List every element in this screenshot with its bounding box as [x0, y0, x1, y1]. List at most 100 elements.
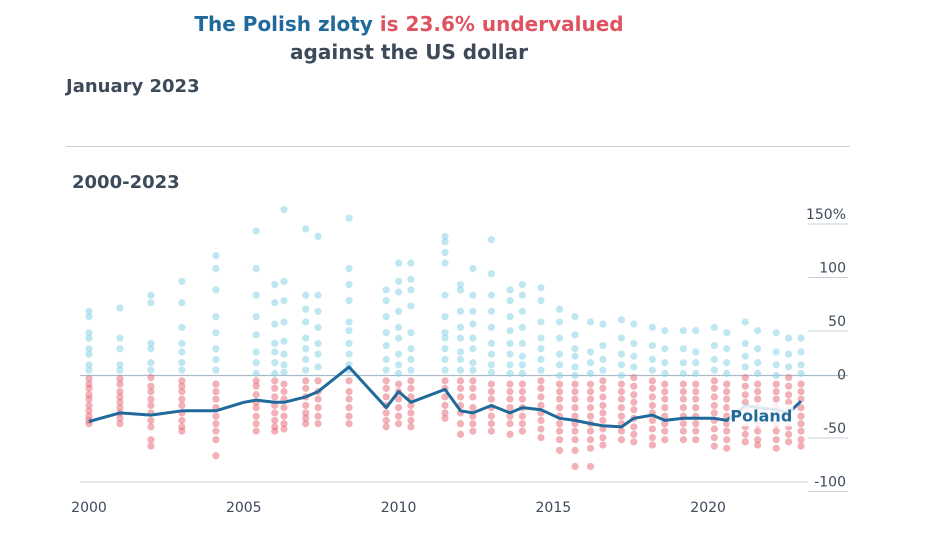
scatter-point — [679, 369, 687, 377]
scatter-point — [382, 377, 390, 385]
scatter-point — [345, 326, 353, 335]
scatter-point — [571, 331, 579, 339]
scatter-point — [506, 420, 514, 428]
scatter-point — [785, 374, 793, 382]
scatter-point — [555, 427, 564, 435]
scatter-point — [617, 412, 626, 420]
period-label: 2000-2023 — [72, 172, 180, 193]
scatter-point — [555, 446, 564, 454]
scatter-point — [518, 323, 526, 331]
scatter-point — [394, 395, 403, 403]
scatter-point — [456, 355, 465, 364]
scatter-point — [302, 414, 310, 422]
scatter-point — [456, 393, 465, 401]
scatter-point — [710, 393, 718, 401]
grid-layer: 150% 100 50 0 -50 -100 2000 2005 2010 2015 2020 — [71, 207, 848, 516]
scatter-point — [537, 345, 545, 353]
scatter-point — [518, 395, 526, 403]
scatter-point — [617, 387, 626, 396]
scatter-point — [571, 371, 579, 380]
scatter-point — [648, 323, 657, 331]
scatter-point — [599, 433, 607, 442]
scatter-point — [382, 313, 390, 321]
scatter-point — [280, 387, 288, 396]
scatter-point — [302, 305, 310, 313]
scatter-point — [599, 320, 607, 328]
scatter-point — [797, 412, 805, 420]
scatter-point — [407, 384, 415, 392]
scatter-point — [456, 348, 465, 356]
scatter-point — [586, 444, 595, 452]
scatter-point — [302, 334, 310, 342]
scatter-point — [441, 414, 449, 422]
scatter-point — [723, 345, 731, 353]
scatter-point — [407, 286, 415, 294]
scatter-point — [394, 288, 403, 296]
scatter-point — [178, 401, 186, 410]
scatter-point — [456, 280, 465, 289]
scatter-point — [116, 304, 124, 312]
scatter-point — [85, 329, 93, 337]
scatter-point — [741, 318, 749, 326]
scatter-point — [441, 259, 449, 267]
scatter-point — [302, 409, 310, 417]
scatter-point — [537, 284, 545, 292]
scatter-point — [586, 359, 595, 367]
scatter-point — [280, 380, 288, 388]
scatter-point — [469, 264, 477, 273]
scatter-point — [407, 366, 415, 374]
scatter-point — [469, 420, 477, 428]
scatter-point — [555, 334, 564, 342]
scatter-point — [797, 361, 805, 369]
scatter-point — [506, 387, 514, 396]
scatter-point — [469, 359, 477, 367]
scatter-point — [302, 345, 310, 353]
series-label-poland: Poland — [730, 406, 792, 425]
scatter-point — [661, 369, 669, 377]
scatter-point — [252, 359, 260, 367]
scatter-point — [710, 401, 718, 410]
scatter-point — [630, 363, 638, 371]
scatter-point — [85, 334, 93, 342]
scatter-point — [555, 387, 564, 396]
scatter-point — [394, 350, 403, 358]
scatter-point — [147, 291, 155, 299]
scatter-point — [692, 427, 700, 435]
scatter-point — [302, 401, 310, 410]
scatter-point — [741, 398, 749, 406]
scatter-point — [741, 339, 749, 347]
scatter-point — [571, 436, 579, 444]
scatter-point — [382, 341, 390, 350]
scatter-point — [407, 377, 415, 385]
scatter-point — [85, 345, 93, 353]
scatter-point — [537, 334, 545, 342]
scatter-point — [85, 313, 93, 321]
scatter-point — [679, 345, 687, 353]
scatter-point — [271, 384, 279, 392]
scatter-point — [661, 420, 669, 428]
scatter-point — [116, 366, 124, 374]
scatter-point — [710, 433, 718, 442]
scatter-point — [456, 384, 465, 392]
scatter-point — [648, 393, 657, 401]
scatter-point — [518, 412, 526, 420]
scatter-point — [441, 401, 449, 410]
scatter-point — [116, 393, 124, 401]
scatter-point — [797, 436, 805, 444]
scatter-point — [407, 275, 415, 283]
scatter-point — [506, 339, 514, 347]
scatter-point — [382, 393, 390, 401]
scatter-point — [487, 427, 496, 435]
scatter-point — [679, 404, 687, 412]
scatter-point — [586, 462, 595, 471]
scatter-point — [599, 377, 607, 385]
scatter-point — [178, 299, 186, 307]
scatter-point — [469, 366, 477, 374]
scatter-point — [116, 361, 124, 369]
scatter-point — [147, 423, 155, 431]
scatter-point — [147, 416, 155, 425]
scatter-point — [487, 291, 496, 299]
scatter-point — [345, 404, 353, 412]
scatter-point — [754, 395, 762, 403]
scatter-point — [661, 359, 669, 367]
